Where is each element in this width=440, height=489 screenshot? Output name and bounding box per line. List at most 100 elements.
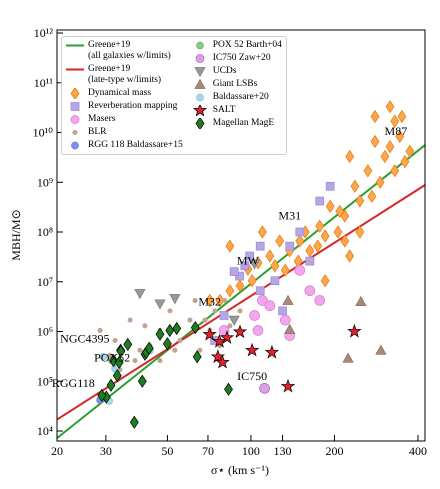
marker	[165, 323, 175, 338]
marker	[194, 67, 206, 77]
legend-entry: Dynamical mass	[66, 88, 183, 99]
marker	[252, 325, 264, 336]
marker	[333, 225, 343, 239]
y-tick-label: 10¹⁰	[33, 126, 54, 140]
marker	[235, 279, 245, 293]
annotation: M31	[278, 208, 301, 222]
y-tick-label: 10⁸	[37, 225, 53, 239]
marker	[155, 327, 165, 341]
marker	[350, 179, 360, 193]
marker	[342, 352, 354, 363]
marker	[219, 311, 229, 320]
marker	[227, 323, 233, 329]
marker	[264, 344, 280, 359]
fit-line	[57, 144, 425, 439]
marker	[190, 320, 200, 335]
marker	[280, 263, 290, 277]
marker	[162, 337, 172, 351]
marker	[169, 294, 181, 305]
marker	[229, 267, 239, 276]
x-tick-label: 100	[242, 444, 260, 458]
x-tick-label: 30	[100, 444, 112, 458]
marker	[195, 54, 205, 63]
marker	[294, 264, 306, 276]
marker	[265, 249, 275, 263]
y-axis-label: MBH/M⊙	[9, 209, 23, 260]
legend-column: POX 52 Barth+04 IC750 Zaw+20 UCDs Giant LSB…	[191, 40, 282, 151]
marker	[202, 326, 217, 341]
annotation: M87	[385, 124, 408, 138]
legend: Greene+19 (all galaxies w/limits) Greene+…	[61, 36, 287, 155]
legend-entry: Magellan MagE	[191, 118, 282, 129]
marker	[395, 129, 405, 144]
legend-swatch	[66, 44, 84, 47]
plot-frame	[56, 29, 426, 442]
marker	[315, 219, 325, 233]
marker	[380, 149, 390, 164]
marker	[219, 330, 235, 344]
legend-label: Magellan MagE	[212, 118, 275, 128]
marker	[335, 204, 345, 219]
marker	[70, 115, 80, 124]
marker	[405, 144, 415, 158]
marker	[97, 388, 107, 403]
legend-swatch	[66, 68, 84, 71]
marker	[397, 109, 407, 124]
x-tick-label: 20	[51, 444, 63, 458]
marker	[370, 109, 380, 124]
legend-entry: BLR	[66, 127, 183, 138]
marker	[212, 333, 227, 348]
legend-swatch	[71, 141, 79, 150]
y-tick-label: 10⁹	[37, 175, 53, 189]
annotation: RGG118	[52, 376, 95, 390]
x-tick-label: 70	[202, 444, 214, 458]
plot-area	[57, 100, 425, 439]
legend-entry: Greene+19 (all galaxies w/limits)	[66, 40, 183, 62]
marker	[345, 149, 355, 164]
marker	[367, 189, 377, 204]
marker	[202, 317, 208, 323]
legend-entry: Baldassare+20	[191, 92, 282, 103]
marker	[279, 314, 291, 326]
marker	[106, 378, 116, 392]
legend-entry: SALT	[191, 105, 282, 116]
marker	[235, 271, 244, 281]
legend-entry: POX 52 Barth+04	[191, 40, 282, 51]
annotation: IC750	[237, 369, 267, 383]
annotation: POX52	[94, 350, 130, 364]
marker	[167, 308, 173, 314]
marker	[195, 118, 205, 129]
legend-entry: Giant LSBs	[191, 79, 282, 90]
y-tick-label: 10¹¹	[34, 76, 54, 90]
marker	[355, 295, 367, 306]
marker	[355, 194, 365, 208]
marker	[305, 256, 315, 266]
marker	[325, 199, 335, 213]
marker	[132, 358, 138, 364]
marker	[340, 234, 350, 248]
marker	[195, 93, 204, 102]
marker	[129, 415, 139, 429]
legend-label: Giant LSBs	[212, 79, 258, 89]
marker	[295, 234, 305, 248]
marker	[270, 259, 280, 273]
legend-label: POX 52 Barth+04	[212, 40, 282, 50]
marker	[385, 139, 395, 154]
marker	[325, 181, 335, 191]
legend-label: Greene+19 (all galaxies w/limits)	[88, 40, 171, 61]
x-tick-label: 130	[274, 444, 292, 458]
marker	[70, 88, 80, 99]
marker	[194, 79, 206, 89]
marker	[248, 259, 261, 270]
marker	[144, 341, 154, 355]
legend-entry: UCDs	[191, 66, 282, 77]
marker	[295, 227, 305, 237]
marker	[363, 164, 373, 178]
marker	[244, 342, 260, 357]
marker	[222, 297, 228, 304]
annotation: NGC4395	[60, 332, 109, 346]
legend-entry: Greene+19 (late-type w/limits)	[66, 64, 183, 86]
marker	[237, 308, 243, 314]
marker	[72, 129, 78, 136]
